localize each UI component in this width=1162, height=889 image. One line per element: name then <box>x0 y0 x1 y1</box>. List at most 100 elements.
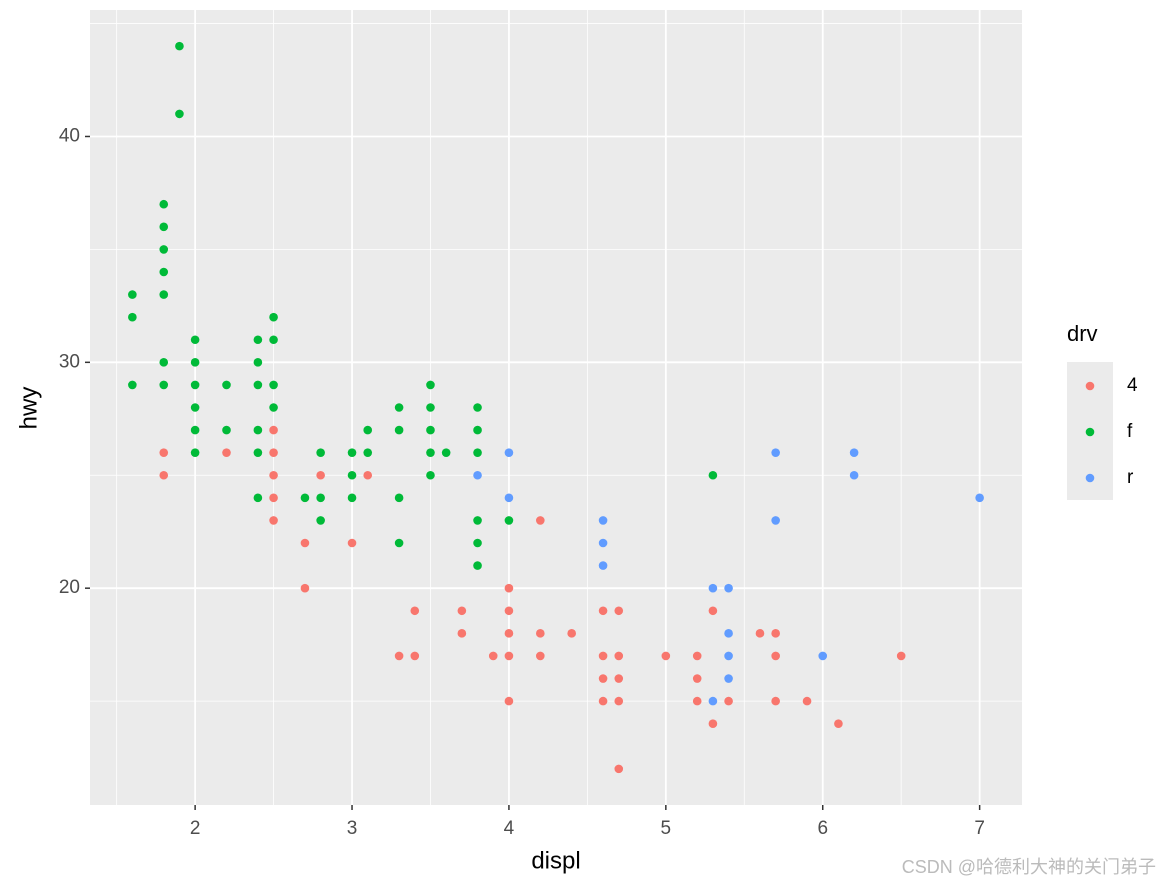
point <box>771 516 780 525</box>
point <box>473 425 482 435</box>
point <box>724 651 733 661</box>
point <box>692 674 702 683</box>
point <box>771 448 780 457</box>
point <box>300 493 310 503</box>
point <box>300 583 310 593</box>
point <box>269 425 278 435</box>
point <box>598 561 608 570</box>
point <box>347 448 357 457</box>
point <box>708 719 718 728</box>
point <box>190 448 200 457</box>
legend-key <box>1085 381 1095 391</box>
point <box>598 651 608 661</box>
point <box>473 516 482 525</box>
point <box>441 448 451 457</box>
point <box>253 358 263 367</box>
point <box>661 651 671 661</box>
point <box>394 651 404 661</box>
point <box>159 380 169 390</box>
y-axis-label: hwy <box>15 387 42 430</box>
point <box>159 470 169 480</box>
point <box>708 696 718 706</box>
point <box>347 493 357 503</box>
point <box>159 222 169 232</box>
x-axis-label: displ <box>531 847 580 874</box>
point <box>316 516 325 525</box>
point <box>598 516 608 525</box>
point <box>457 606 467 616</box>
point <box>598 674 608 683</box>
point <box>410 651 420 661</box>
point <box>724 674 733 683</box>
point <box>724 583 733 593</box>
legend-key <box>1085 427 1095 437</box>
legend-label: r <box>1127 467 1134 488</box>
point <box>269 403 278 412</box>
point <box>190 380 200 390</box>
x-tick-label: 6 <box>817 818 828 839</box>
point <box>253 380 263 390</box>
point <box>724 696 733 706</box>
point <box>536 629 545 638</box>
point <box>598 696 608 706</box>
point <box>253 448 263 457</box>
point <box>598 606 608 616</box>
point <box>567 629 576 638</box>
point <box>269 470 278 480</box>
point <box>536 516 545 525</box>
point <box>692 651 702 661</box>
point <box>426 470 435 480</box>
point <box>394 425 404 435</box>
point <box>159 290 169 299</box>
point <box>708 470 718 480</box>
point <box>708 583 718 593</box>
point <box>222 425 231 435</box>
point <box>190 335 200 345</box>
point <box>410 606 420 616</box>
point <box>300 538 310 548</box>
point <box>347 470 357 480</box>
point <box>975 493 984 503</box>
point <box>426 425 435 435</box>
point <box>159 358 169 367</box>
point <box>128 380 137 390</box>
point <box>159 199 169 209</box>
point <box>394 403 404 412</box>
point <box>253 425 263 435</box>
point <box>755 629 765 638</box>
point <box>598 538 608 548</box>
point <box>504 448 514 457</box>
point <box>504 696 514 706</box>
watermark: CSDN @哈德利大神的关门弟子 <box>902 857 1156 877</box>
point <box>614 696 624 706</box>
point <box>473 538 482 548</box>
point <box>175 109 184 119</box>
point <box>316 448 325 457</box>
point <box>504 516 514 525</box>
point <box>159 448 169 457</box>
legend-label: f <box>1127 421 1133 442</box>
point <box>504 583 514 593</box>
point <box>426 448 435 457</box>
y-tick-label: 30 <box>59 351 80 372</box>
legend-key <box>1085 473 1095 483</box>
point <box>771 651 780 661</box>
point <box>394 493 404 503</box>
point <box>708 606 718 616</box>
point <box>253 335 263 345</box>
point <box>269 493 278 503</box>
point <box>834 719 843 728</box>
point <box>504 493 514 503</box>
point <box>128 290 137 299</box>
x-tick-label: 4 <box>504 818 515 839</box>
point <box>692 696 702 706</box>
point <box>394 538 404 548</box>
point <box>269 448 278 457</box>
point <box>222 380 231 390</box>
point <box>190 403 200 412</box>
point <box>614 651 624 661</box>
point <box>363 425 373 435</box>
point <box>190 358 200 367</box>
point <box>363 470 373 480</box>
x-tick-label: 3 <box>347 818 358 839</box>
